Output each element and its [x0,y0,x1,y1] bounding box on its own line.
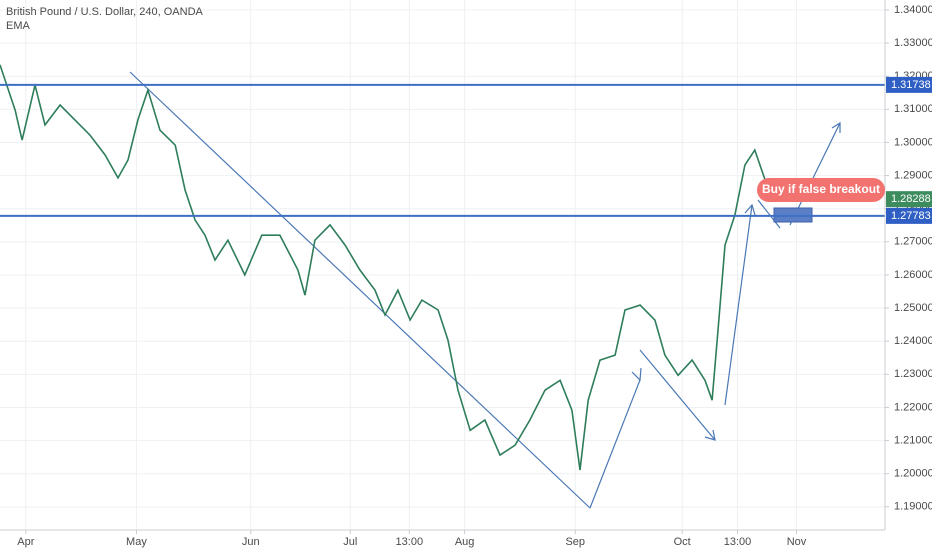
y-tick-label: 1.29000 [894,169,932,181]
annotation-box [757,178,885,202]
annotation: Buy if false breakout [762,182,880,196]
x-tick-label: Apr [17,536,34,548]
trend-lines [129,71,841,509]
arrow-head [704,429,716,441]
y-tick-label: 1.19000 [894,501,932,513]
y-tick-label: 1.24000 [894,335,932,347]
trend-line [639,349,716,441]
x-tick-label: 13:00 [724,536,752,548]
arrow-head [631,367,642,382]
x-tick-label: Oct [674,536,691,548]
x-tick-label: Nov [787,536,807,548]
plot [0,64,885,471]
y-tick-label: 1.34000 [894,4,932,16]
indicator-label: EMA [6,20,31,32]
trend-line [589,379,641,509]
x-tick-label: Sep [565,536,585,548]
arrow-head [831,121,841,133]
y-tick-label: 1.23000 [894,368,932,380]
x-tick-label: May [126,536,147,548]
level-label-box [886,76,932,93]
arrow-head [744,203,756,216]
y-tick-label: 1.20000 [894,468,932,480]
x-tick-label: 13:00 [396,536,424,548]
y-tick-label: 1.33000 [894,37,932,49]
y-tick-label: 1.26000 [894,269,932,281]
trend-line [757,199,781,229]
level-label-box [886,207,932,224]
last-price-box [886,191,932,208]
x-tick-label: Jul [343,536,357,548]
level-label: 1.27783 [891,210,931,222]
x-tick-label: Jun [242,536,260,548]
y-tick-label: 1.30000 [894,136,932,148]
trend-line [129,71,591,509]
trend-line [724,204,753,406]
chart-title: British Pound / U.S. Dollar, 240, OANDA [6,6,204,18]
y-tick-label: 1.25000 [894,302,932,314]
y-tick-label: 1.31000 [894,103,932,115]
level-label: 1.31738 [891,79,931,91]
grid [0,0,885,530]
y-tick-label: 1.21000 [894,434,932,446]
y-tick-label: 1.22000 [894,401,932,413]
x-tick-label: Aug [455,536,475,548]
y-tick-label: 1.27000 [894,236,932,248]
last-price-label: 1.28288 [891,193,931,205]
price-line [0,64,773,471]
